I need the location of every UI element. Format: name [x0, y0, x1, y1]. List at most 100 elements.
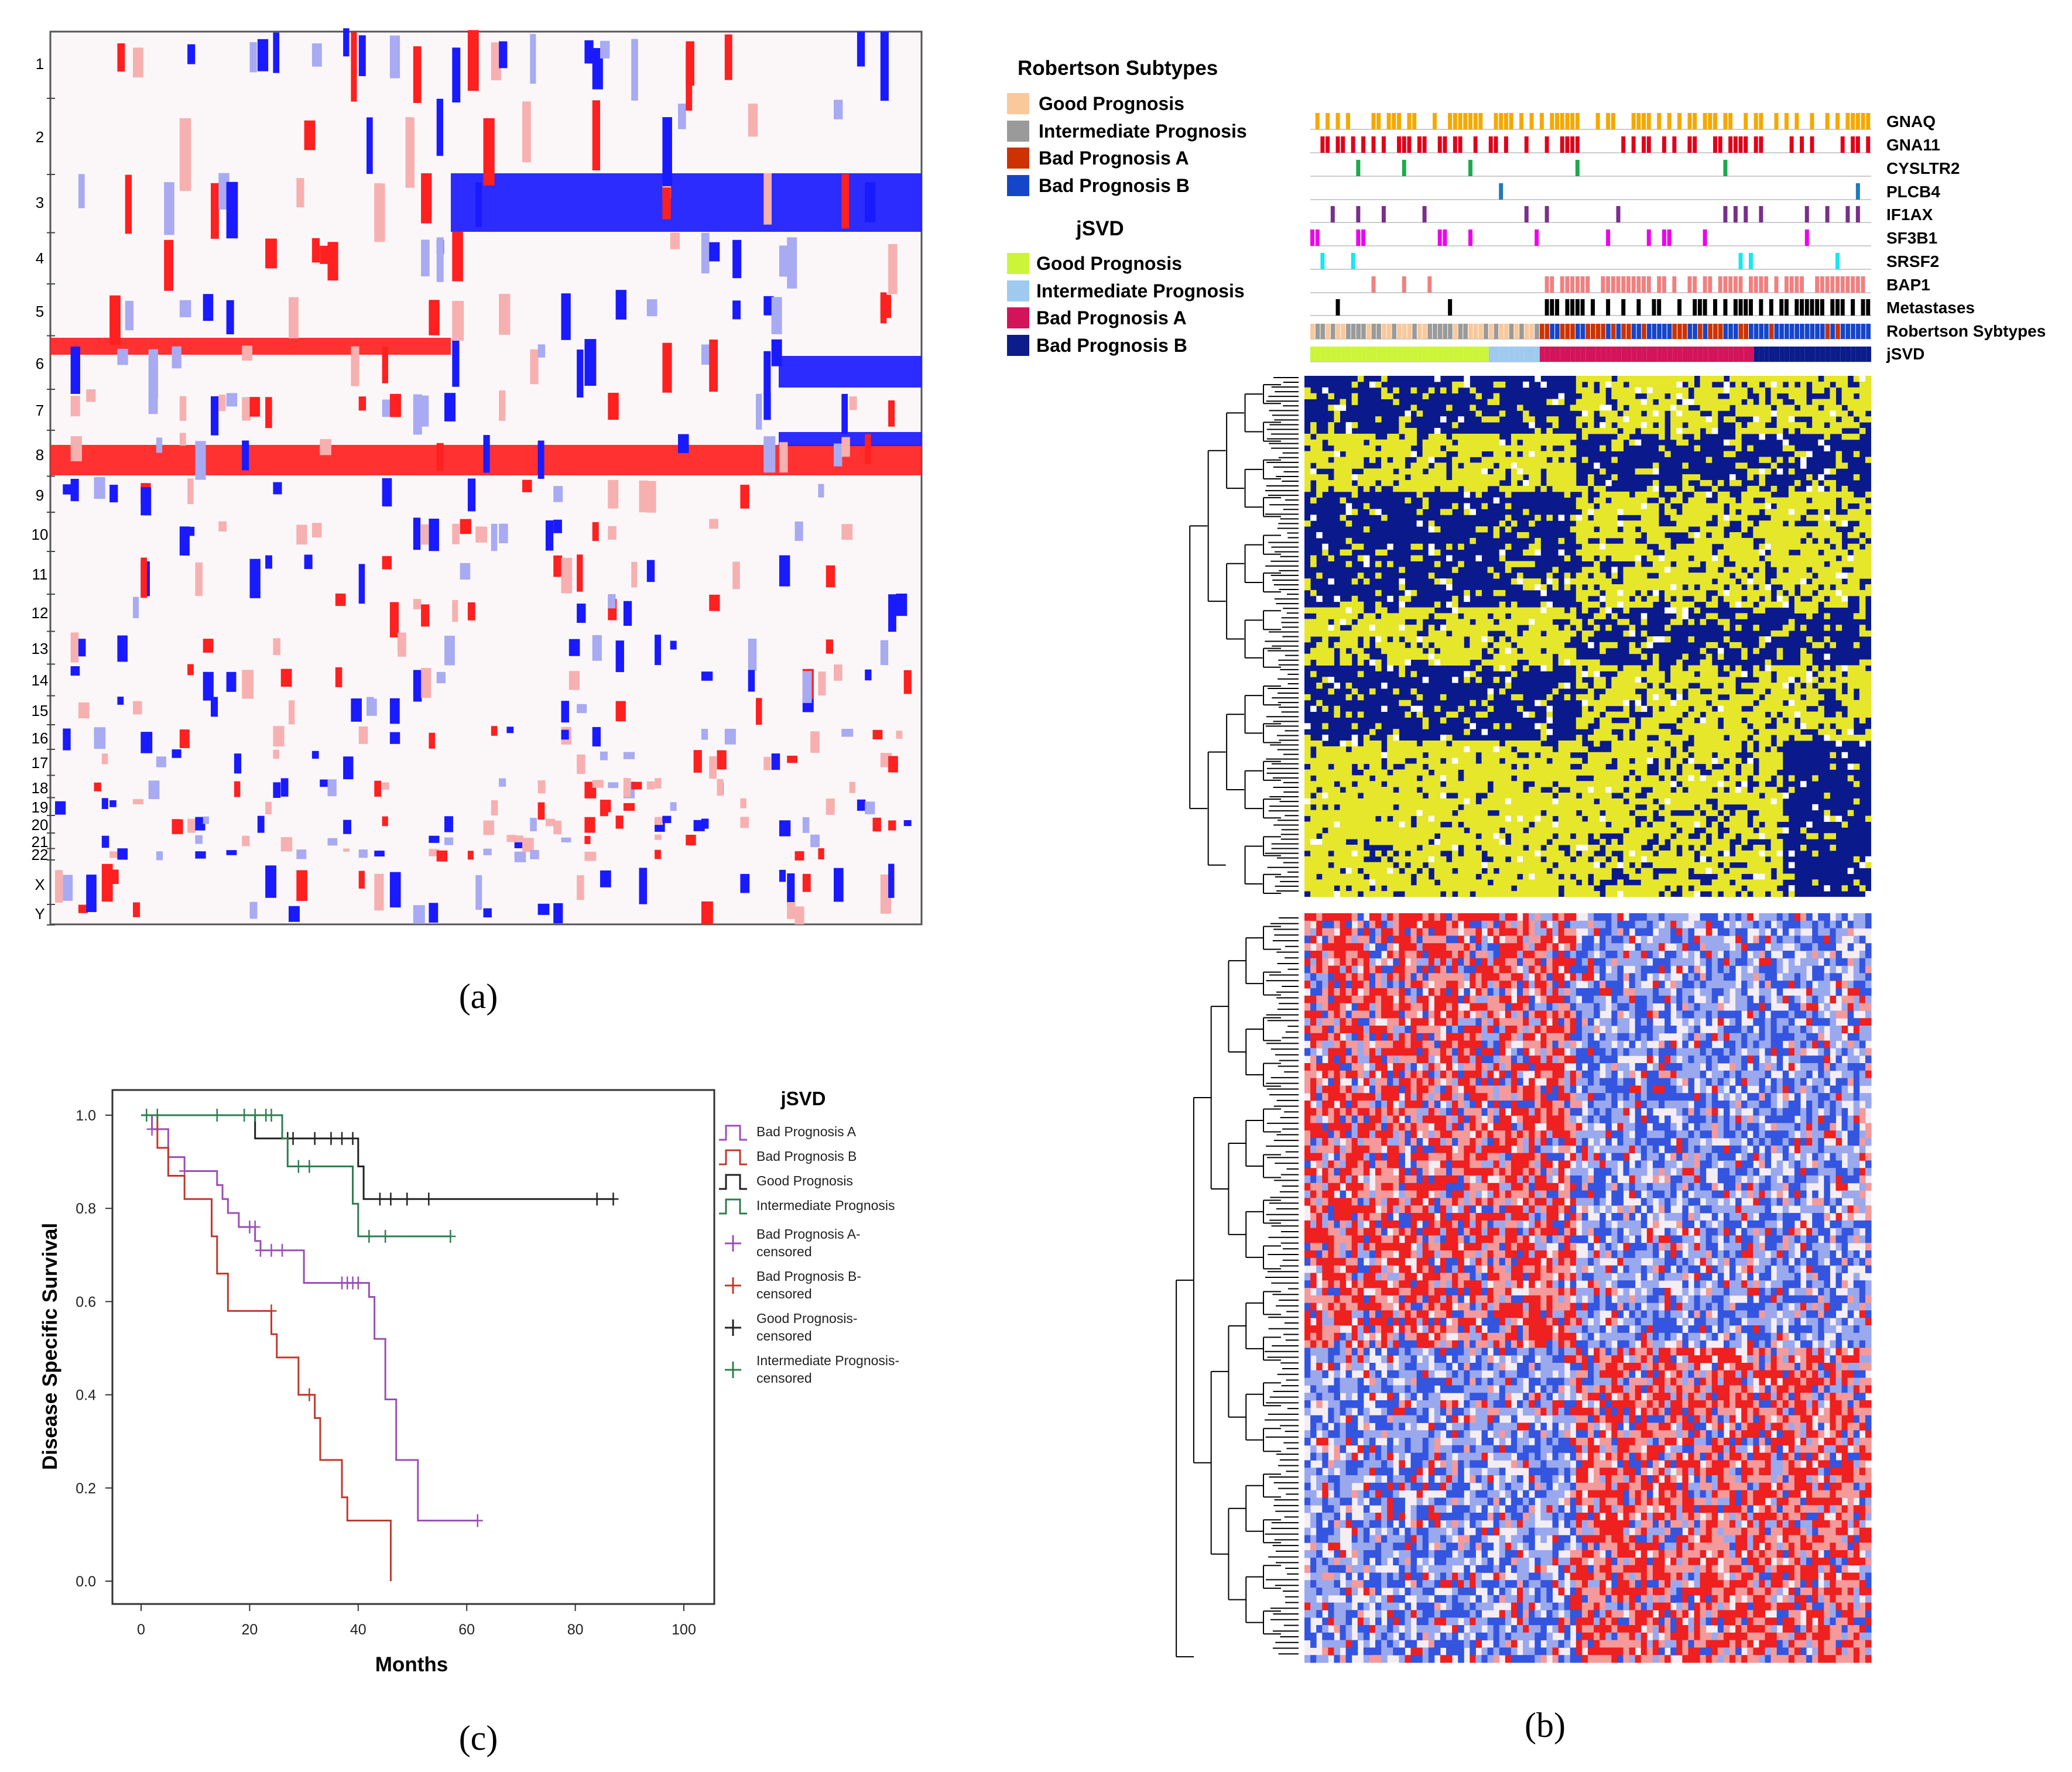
heatmap-top-cell [1340, 439, 1347, 446]
heatmap-top-cell [1381, 810, 1388, 817]
heatmap-top-cell [1782, 532, 1789, 539]
heatmap-top-cell [1452, 647, 1458, 654]
heatmap-top-cell [1853, 376, 1860, 382]
heatmap-top-cell [1782, 561, 1789, 567]
heatmap-top-cell [1381, 625, 1388, 631]
heatmap-top-cell [1623, 677, 1630, 683]
heatmap-top-cell [1759, 787, 1765, 793]
heatmap-top-cell [1499, 752, 1506, 759]
heatmap-top-cell [1759, 520, 1765, 527]
heatmap-top-cell [1617, 746, 1624, 753]
heatmap-top-cell [1446, 613, 1453, 619]
heatmap-top-cell [1363, 526, 1370, 533]
heatmap-top-cell [1588, 509, 1594, 515]
heatmap-top-cell [1334, 746, 1340, 753]
heatmap-top-cell [1682, 393, 1689, 400]
heatmap-top-cell [1646, 393, 1653, 400]
heatmap-top-cell [1588, 376, 1594, 382]
heatmap-top-cell [1723, 717, 1730, 724]
heatmap-top-cell [1452, 741, 1458, 747]
cna-segment [561, 701, 569, 723]
heatmap-top-cell [1540, 381, 1547, 388]
heatmap-top-cell [1487, 741, 1494, 747]
heatmap-top-cell [1399, 769, 1405, 776]
mutation-mark [1397, 113, 1402, 129]
heatmap-top-cell [1387, 630, 1393, 637]
heatmap-top-cell [1782, 376, 1789, 382]
heatmap-top-cell [1546, 515, 1553, 521]
heatmap-top-cell [1747, 567, 1754, 573]
heatmap-top-cell [1705, 567, 1713, 573]
heatmap-top-cell [1588, 393, 1594, 400]
heatmap-top-cell [1452, 503, 1458, 509]
heatmap-top-cell [1723, 810, 1730, 817]
heatmap-top-cell [1794, 410, 1801, 417]
heatmap-top-cell [1322, 769, 1328, 776]
heatmap-top-cell [1735, 422, 1742, 429]
mutation-mark [1575, 299, 1580, 316]
heatmap-top-cell [1741, 410, 1748, 417]
heatmap-top-cell [1665, 607, 1671, 613]
heatmap-top-cell [1517, 769, 1523, 776]
heatmap-top-cell [1440, 769, 1447, 776]
heatmap-top-cell [1859, 405, 1866, 411]
cna-segment [389, 698, 400, 724]
heatmap-top-cell [1694, 688, 1701, 695]
heatmap-top-cell [1711, 781, 1718, 787]
cna-segment [429, 849, 439, 856]
heatmap-top-cell [1741, 810, 1748, 817]
track-cell [1544, 347, 1550, 362]
heatmap-top-cell [1540, 775, 1547, 782]
cna-segment [195, 562, 203, 596]
heatmap-top-cell [1794, 497, 1801, 504]
heatmap-top-cell [1558, 683, 1565, 689]
heatmap-top-cell [1458, 474, 1464, 481]
heatmap-top-cell [1788, 723, 1795, 729]
heatmap-top-cell [1841, 381, 1848, 388]
track-cell [1402, 324, 1407, 339]
cna-segment [849, 396, 857, 410]
heatmap-top-cell [1694, 758, 1701, 765]
heatmap-top-cell [1641, 630, 1648, 637]
mutation-mark [1728, 113, 1733, 129]
chromosome-label: 22 [32, 846, 49, 863]
heatmap-top-cell [1481, 729, 1488, 735]
heatmap-top-cell [1552, 613, 1559, 619]
heatmap-top-cell [1470, 509, 1476, 515]
heatmap-top-cell [1351, 647, 1358, 654]
heatmap-top-cell [1428, 659, 1435, 666]
heatmap-top-cell [1600, 428, 1606, 434]
heatmap-top-cell [1481, 485, 1488, 492]
heatmap-top-cell [1812, 607, 1818, 613]
heatmap-top-cell [1304, 451, 1311, 457]
heatmap-top-cell [1393, 433, 1399, 440]
heatmap-top-cell [1452, 445, 1458, 452]
heatmap-top-cell [1824, 567, 1830, 573]
heatmap-top-cell [1552, 462, 1559, 469]
heatmap-top-cell [1405, 798, 1411, 805]
heatmap-top-cell [1688, 589, 1694, 597]
cna-segment [452, 301, 464, 341]
track-cell [1427, 347, 1433, 362]
heatmap-top-cell [1452, 457, 1458, 463]
heatmap-top-cell [1434, 741, 1441, 747]
heatmap-top-cell [1535, 607, 1541, 613]
heatmap-top-cell [1428, 647, 1435, 654]
cna-segment [179, 300, 191, 317]
chromosome-label: 9 [36, 486, 44, 504]
heatmap-top-cell [1564, 763, 1571, 770]
mutation-mark [1473, 113, 1478, 129]
heatmap-top-cell [1351, 636, 1358, 643]
heatmap-top-cell [1581, 549, 1588, 556]
heatmap-top-cell [1499, 445, 1506, 452]
heatmap-top-cell [1576, 376, 1583, 382]
heatmap-top-cell [1700, 422, 1707, 429]
track-cell [1499, 347, 1504, 362]
heatmap-top-cell [1523, 549, 1529, 556]
heatmap-top-cell [1794, 700, 1801, 707]
heatmap-top-cell [1665, 787, 1671, 793]
heatmap-top-cell [1475, 781, 1482, 787]
heatmap-top-cell [1782, 543, 1789, 550]
chromosome-label: 21 [32, 833, 49, 851]
heatmap-top-cell [1824, 376, 1830, 382]
